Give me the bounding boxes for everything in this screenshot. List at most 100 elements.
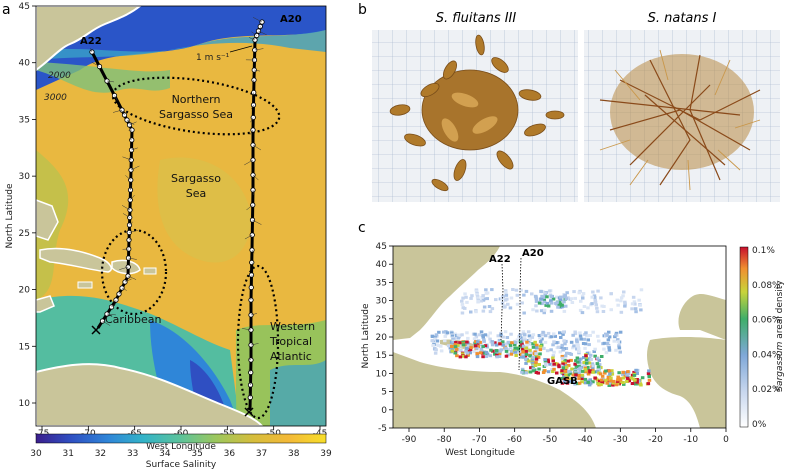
velocity-vector (114, 95, 118, 101)
density-cell (562, 295, 567, 299)
panel-c-y-tick-label: 10 (376, 369, 388, 379)
density-cell (596, 289, 600, 293)
density-cell (610, 372, 615, 376)
density-cell (605, 342, 610, 345)
panel-a-y-tick-label: 45 (19, 2, 30, 12)
velocity-vector (122, 156, 132, 161)
density-cell (494, 298, 498, 302)
panel-c-y-tick-label: -5 (378, 424, 387, 434)
density-cell (456, 333, 460, 337)
density-cell (541, 330, 545, 334)
density-cell (639, 288, 644, 292)
panel-c: c A22 A20 GASB -90 -80 -70 -60 -50 -40 -30 -20-… (358, 220, 785, 458)
velocity-vector (121, 110, 125, 116)
density-colorbar-tick: 0% (752, 420, 767, 430)
density-cell (552, 340, 556, 344)
density-cell (568, 371, 573, 375)
density-cell (563, 379, 567, 383)
density-cell (483, 344, 488, 348)
density-cell (503, 330, 508, 334)
density-cell (531, 361, 535, 365)
density-cell (638, 303, 642, 307)
salinity-colorbar (35, 433, 327, 444)
salinity-map: A22 A20 1 m s⁻¹ 2000 3000 Northern Sarga… (35, 5, 326, 427)
land-cuba (39, 247, 112, 273)
density-cell (571, 380, 575, 384)
density-cell (609, 308, 613, 312)
density-cell (473, 332, 477, 336)
density-cell (504, 342, 509, 346)
velocity-vector (260, 26, 263, 30)
density-cell (431, 343, 435, 347)
density-cell (585, 361, 589, 365)
density-cell (584, 331, 588, 335)
density-cell (552, 367, 556, 371)
density-cell (576, 344, 580, 348)
density-cell (633, 307, 638, 311)
gasb-label: GASB (547, 376, 578, 387)
density-cell (494, 343, 499, 347)
density-cell (509, 352, 514, 356)
density-cell (479, 299, 484, 303)
density-cell (505, 297, 509, 301)
density-cell (515, 302, 520, 306)
density-cell (464, 355, 468, 359)
density-cell (543, 358, 547, 361)
density-cell (602, 341, 607, 345)
velocity-vector (124, 278, 132, 283)
track-a22-label-c: A22 (489, 254, 511, 265)
region-wta-line3: Atlantic (270, 350, 312, 363)
density-cell (561, 366, 566, 370)
density-cell (613, 335, 617, 339)
density-cell (599, 378, 604, 382)
density-cell (614, 331, 619, 335)
density-cell (550, 368, 554, 372)
density-cell (497, 338, 502, 342)
velocity-vector (248, 37, 256, 41)
density-cell (434, 333, 439, 337)
density-cell (633, 302, 637, 306)
density-cell (443, 339, 447, 343)
density-cell (524, 361, 528, 365)
svg-text:Sargasso Sea: Sargasso Sea (159, 108, 233, 121)
density-cell (556, 305, 560, 309)
density-cell (478, 340, 482, 344)
density-cell (451, 337, 455, 341)
velocity-vector (130, 185, 132, 191)
density-cell (590, 362, 595, 366)
density-cell (526, 351, 531, 355)
density-cell (488, 340, 493, 344)
density-cell (593, 347, 597, 351)
panel-a-y-ticks: 45 40 35 30 25 20 15 10 (19, 2, 36, 409)
cruise-tracks (89, 17, 267, 417)
density-cell (563, 342, 567, 346)
region-wta-line2: Tropical (269, 335, 312, 348)
density-cell (433, 337, 438, 341)
density-cell (558, 331, 562, 335)
density-cell (545, 349, 550, 353)
density-cell (588, 370, 592, 374)
velocity-scale-arrow (229, 45, 253, 53)
density-cell (621, 294, 625, 298)
density-cell (479, 347, 484, 351)
velocity-vector (111, 301, 118, 308)
density-cell (583, 332, 587, 336)
density-cell (582, 305, 587, 308)
density-cell (542, 296, 546, 299)
density-cell (574, 373, 578, 377)
density-cell (464, 295, 468, 299)
density-cell (526, 359, 531, 363)
density-cell (453, 343, 457, 347)
density-cell (577, 291, 581, 295)
density-cell (450, 345, 454, 348)
velocity-vector (242, 328, 252, 331)
density-cell (625, 380, 629, 383)
density-cell (514, 354, 518, 357)
photo-caption-fluitans: S. fluitans III (436, 11, 517, 26)
panel-c-y-tick-label: 15 (376, 351, 387, 361)
density-cell (526, 330, 531, 334)
density-cell (481, 334, 485, 338)
density-cell (616, 378, 620, 382)
density-cell (497, 352, 501, 356)
